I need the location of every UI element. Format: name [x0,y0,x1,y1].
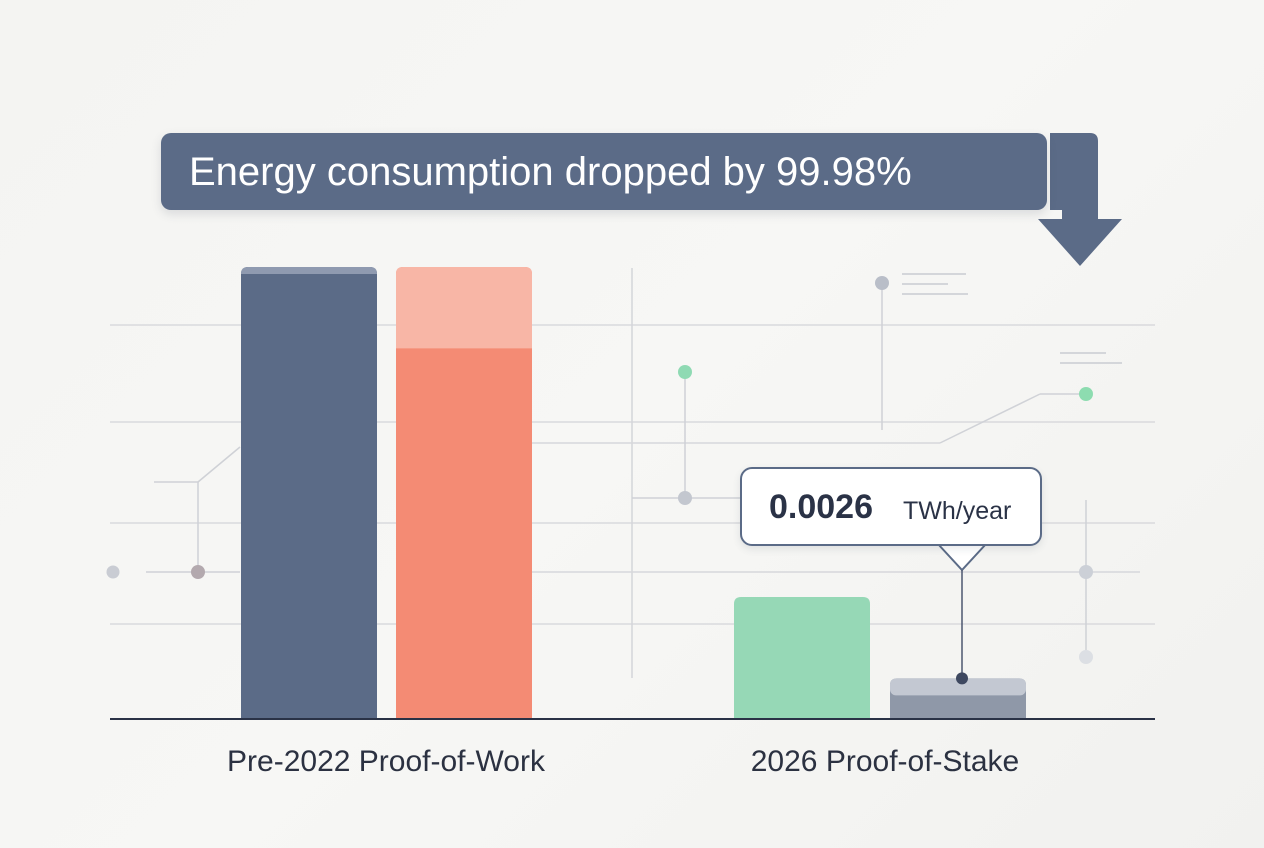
decor-dot [1079,387,1093,401]
value-callout [740,467,1042,546]
decor-dot [678,491,692,505]
callout-value: 0.0026 [769,488,873,526]
bar-series-a-0 [241,267,377,719]
headline-banner [161,133,1047,210]
decor-dot [106,565,120,579]
bar-top-cap [241,267,377,274]
bar-top-band [890,678,1026,696]
decor-dot [1079,565,1093,579]
bar-series-c-1 [734,596,870,719]
decor-dot [678,365,692,379]
connector-line [939,393,1041,444]
chart-title: Energy consumption dropped by 99.98% [189,150,912,194]
callout-anchor-dot [956,672,968,685]
decor-dot [875,276,889,290]
decor-dot [191,565,205,579]
x-tick-label-pow: Pre-2022 Proof-of-Work [227,745,545,778]
connector-line [197,446,241,483]
decor-dot [1079,650,1093,664]
bar-highlight-segment [396,267,532,349]
bar-series-b-0 [396,267,532,719]
callout-unit: TWh/year [903,497,1012,525]
bars [241,267,1026,719]
trend-arrow [1038,133,1122,266]
x-tick-label-pos: 2026 Proof-of-Stake [750,745,1020,778]
callout-pointer [937,543,987,572]
